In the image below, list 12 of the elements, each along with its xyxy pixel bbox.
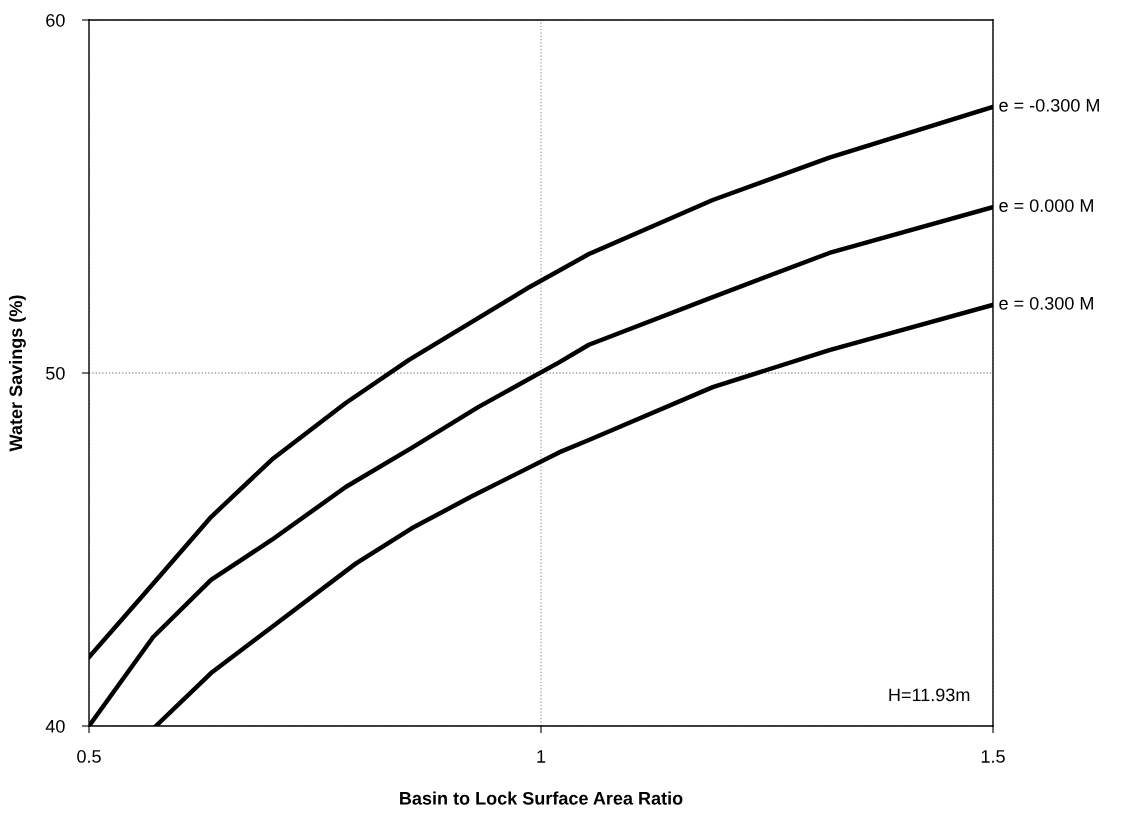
x-tick-label: 1.5 [981, 750, 1005, 763]
x-tick-label: 1 [537, 750, 546, 763]
series-label: e = 0.000 M [999, 199, 1093, 212]
y-axis-title: Water Savings (%) [8, 295, 26, 452]
y-tick-label: 50 [46, 366, 65, 380]
x-tick-label: 0.5 [77, 750, 101, 763]
y-tick-label: 40 [45, 719, 65, 733]
y-tick-label: 60 [46, 13, 65, 27]
annotation: H=11.93m [889, 688, 970, 702]
series-label: e = 0.300 M [999, 296, 1093, 310]
series-label: e = -0.300 M [999, 98, 1099, 112]
x-axis-title: Basin to Lock Surface Area Ratio [400, 791, 683, 805]
